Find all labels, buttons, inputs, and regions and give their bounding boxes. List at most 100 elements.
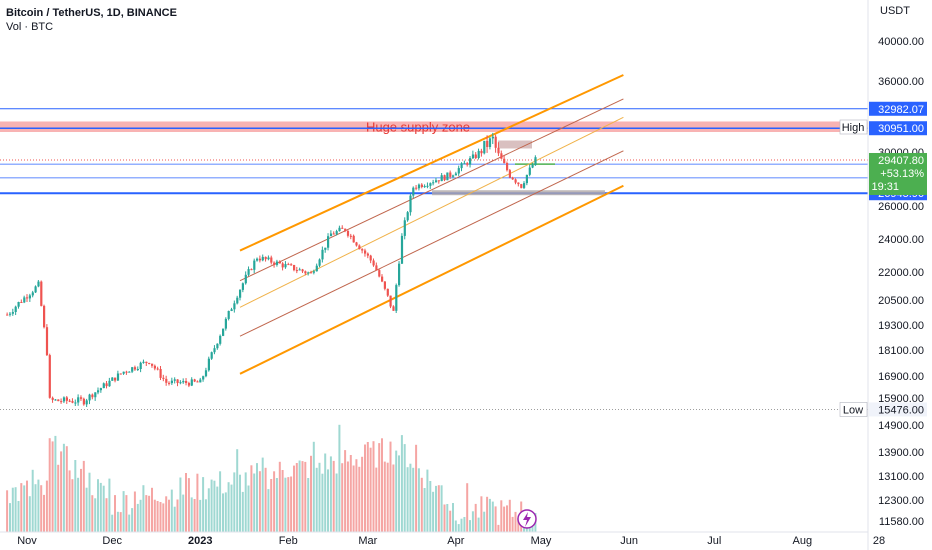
candle-body[interactable] bbox=[159, 369, 162, 378]
candle-body[interactable] bbox=[125, 371, 128, 373]
candle-body[interactable] bbox=[312, 271, 315, 273]
candle-body[interactable] bbox=[151, 363, 154, 366]
candle-body[interactable] bbox=[182, 381, 185, 383]
candle-body[interactable] bbox=[474, 154, 477, 159]
candle-body[interactable] bbox=[383, 281, 386, 289]
resistance-box[interactable] bbox=[498, 140, 532, 149]
candle-body[interactable] bbox=[48, 355, 51, 398]
candle-body[interactable] bbox=[128, 371, 131, 373]
candle-body[interactable] bbox=[497, 147, 500, 154]
candle-body[interactable] bbox=[199, 379, 202, 383]
candle-body[interactable] bbox=[57, 399, 60, 402]
channel-inner-line[interactable] bbox=[239, 98, 624, 282]
candle-body[interactable] bbox=[406, 212, 409, 221]
candle-body[interactable] bbox=[460, 163, 463, 169]
candle-body[interactable] bbox=[210, 352, 213, 359]
candle-body[interactable] bbox=[131, 367, 134, 372]
candle-body[interactable] bbox=[71, 401, 74, 403]
candle-body[interactable] bbox=[6, 314, 9, 316]
candle-body[interactable] bbox=[386, 288, 389, 296]
candle-body[interactable] bbox=[241, 283, 244, 290]
candle-body[interactable] bbox=[153, 365, 156, 369]
candle-body[interactable] bbox=[335, 231, 338, 235]
candle-body[interactable] bbox=[480, 150, 483, 154]
candle-body[interactable] bbox=[94, 392, 97, 398]
candle-body[interactable] bbox=[105, 383, 108, 387]
supply-zone-box[interactable] bbox=[0, 121, 868, 132]
candle-body[interactable] bbox=[34, 286, 37, 293]
candle-body[interactable] bbox=[437, 180, 440, 182]
candle-body[interactable] bbox=[298, 269, 301, 271]
candle-body[interactable] bbox=[74, 402, 77, 404]
candle-body[interactable] bbox=[429, 183, 432, 186]
candle-body[interactable] bbox=[310, 272, 313, 274]
candle-body[interactable] bbox=[349, 235, 352, 237]
candle-body[interactable] bbox=[327, 236, 330, 248]
candle-body[interactable] bbox=[321, 249, 324, 260]
candle-body[interactable] bbox=[222, 328, 225, 336]
candle-body[interactable] bbox=[454, 173, 457, 176]
candle-body[interactable] bbox=[116, 373, 120, 381]
candle-body[interactable] bbox=[395, 285, 398, 311]
candle-body[interactable] bbox=[346, 231, 350, 236]
candle-body[interactable] bbox=[68, 400, 71, 402]
candle-body[interactable] bbox=[375, 265, 378, 271]
candle-body[interactable] bbox=[344, 228, 347, 231]
candle-body[interactable] bbox=[267, 257, 270, 260]
candle-body[interactable] bbox=[488, 138, 492, 147]
candle-body[interactable] bbox=[165, 378, 168, 383]
candle-body[interactable] bbox=[366, 253, 369, 256]
candle-body[interactable] bbox=[204, 370, 208, 377]
candle-body[interactable] bbox=[11, 312, 14, 314]
candle-body[interactable] bbox=[224, 318, 227, 329]
candle-body[interactable] bbox=[156, 368, 159, 370]
candle-body[interactable] bbox=[176, 379, 179, 383]
candle-body[interactable] bbox=[148, 363, 151, 364]
candle-body[interactable] bbox=[514, 179, 517, 183]
candle-body[interactable] bbox=[469, 158, 472, 165]
candle-body[interactable] bbox=[400, 235, 404, 264]
candle-body[interactable] bbox=[525, 174, 528, 184]
candle-body[interactable] bbox=[54, 399, 57, 401]
candle-body[interactable] bbox=[503, 158, 506, 164]
candle-body[interactable] bbox=[136, 369, 139, 370]
candle-body[interactable] bbox=[258, 258, 262, 261]
candle-body[interactable] bbox=[80, 397, 83, 399]
candle-body[interactable] bbox=[196, 381, 199, 383]
candle-body[interactable] bbox=[62, 397, 66, 402]
candle-body[interactable] bbox=[278, 261, 281, 264]
candle-body[interactable] bbox=[37, 281, 40, 287]
candle-body[interactable] bbox=[170, 380, 173, 384]
candle-body[interactable] bbox=[45, 327, 49, 356]
candle-body[interactable] bbox=[114, 377, 117, 381]
candle-body[interactable] bbox=[207, 358, 210, 371]
candle-body[interactable] bbox=[250, 269, 253, 271]
candle-body[interactable] bbox=[415, 187, 418, 189]
candle-body[interactable] bbox=[389, 295, 392, 307]
candle-body[interactable] bbox=[185, 381, 188, 383]
candle-body[interactable] bbox=[392, 306, 395, 311]
candle-body[interactable] bbox=[40, 281, 43, 306]
candle-body[interactable] bbox=[31, 292, 34, 296]
candle-body[interactable] bbox=[168, 382, 171, 384]
candle-body[interactable] bbox=[508, 170, 511, 178]
candle-body[interactable] bbox=[179, 382, 182, 384]
candle-body[interactable] bbox=[213, 348, 216, 353]
candle-body[interactable] bbox=[17, 302, 20, 307]
candle-body[interactable] bbox=[187, 383, 191, 386]
candle-body[interactable] bbox=[28, 295, 31, 299]
candle-body[interactable] bbox=[398, 263, 401, 286]
candle-body[interactable] bbox=[20, 302, 23, 303]
candle-body[interactable] bbox=[142, 361, 145, 363]
candle-body[interactable] bbox=[329, 233, 333, 237]
candle-body[interactable] bbox=[307, 272, 310, 274]
candle-body[interactable] bbox=[102, 383, 105, 389]
candle-body[interactable] bbox=[381, 276, 384, 282]
candle-body[interactable] bbox=[85, 400, 88, 405]
channel-mid-line[interactable] bbox=[239, 116, 624, 308]
candle-body[interactable] bbox=[295, 270, 298, 272]
candle-body[interactable] bbox=[520, 184, 523, 188]
candle-body[interactable] bbox=[91, 394, 94, 398]
channel-lower-line[interactable] bbox=[239, 184, 624, 375]
